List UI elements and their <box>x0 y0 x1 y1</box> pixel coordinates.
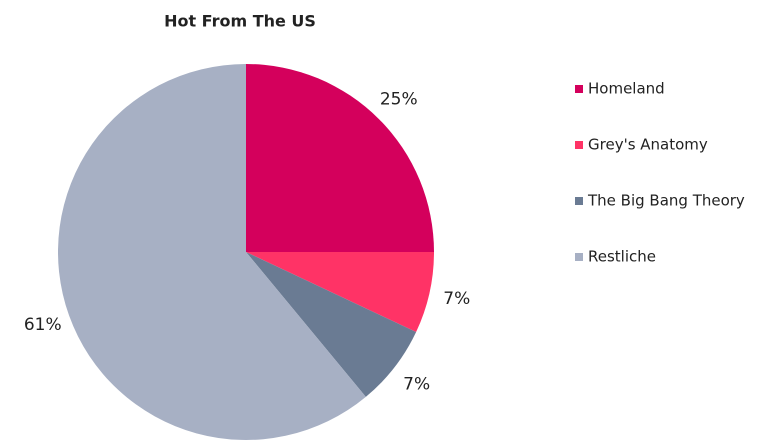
pie-slice <box>246 64 434 252</box>
legend-label: Restliche <box>588 248 656 266</box>
pie-slice <box>246 252 417 397</box>
legend-swatch <box>575 85 583 93</box>
legend-label: Grey's Anatomy <box>588 136 708 154</box>
chart-title: Hot From The US <box>164 12 316 31</box>
legend-swatch <box>575 197 583 205</box>
legend-swatch <box>575 253 583 261</box>
legend-label: The Big Bang Theory <box>587 192 745 210</box>
data-label: 7% <box>403 374 430 394</box>
pie-slice <box>57 64 366 441</box>
pie-slice <box>246 252 434 333</box>
legend-label: Homeland <box>588 80 665 98</box>
data-label: 7% <box>443 289 470 309</box>
data-label: 25% <box>380 89 418 109</box>
data-label: 61% <box>24 315 62 335</box>
legend-swatch <box>575 141 583 149</box>
